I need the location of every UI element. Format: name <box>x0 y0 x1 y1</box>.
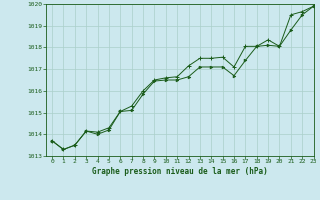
X-axis label: Graphe pression niveau de la mer (hPa): Graphe pression niveau de la mer (hPa) <box>92 167 268 176</box>
